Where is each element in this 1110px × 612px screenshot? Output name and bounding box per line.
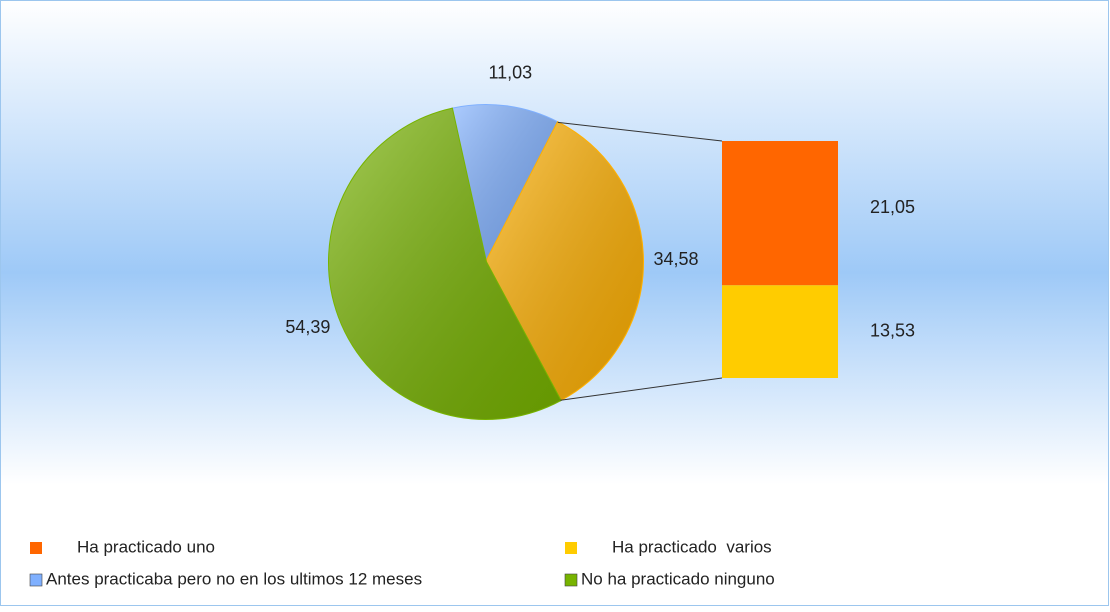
data-label: 13,53 <box>870 320 915 340</box>
slice-shade <box>486 122 643 401</box>
slice-shade <box>452 105 558 262</box>
legend-swatch <box>30 542 42 554</box>
legend-label: Antes practicaba pero no en los ultimos … <box>46 569 422 588</box>
data-label: 54,39 <box>285 317 330 337</box>
bar-segment <box>722 285 838 378</box>
data-label: 34,58 <box>653 249 698 269</box>
connector-line <box>560 377 723 401</box>
legend-label: No ha practicado ninguno <box>581 569 775 588</box>
legend-label: Ha practicado uno <box>77 537 215 556</box>
connector-line <box>557 121 723 142</box>
legend-swatch <box>29 573 43 587</box>
legend-swatch <box>564 573 578 587</box>
slice-shade <box>329 108 561 419</box>
legend-swatch <box>565 542 577 554</box>
data-label: 21,05 <box>870 197 915 217</box>
data-label: 11,03 <box>488 62 532 82</box>
legend-label: Ha practicado varios <box>612 537 772 556</box>
bar-segment <box>722 141 838 286</box>
